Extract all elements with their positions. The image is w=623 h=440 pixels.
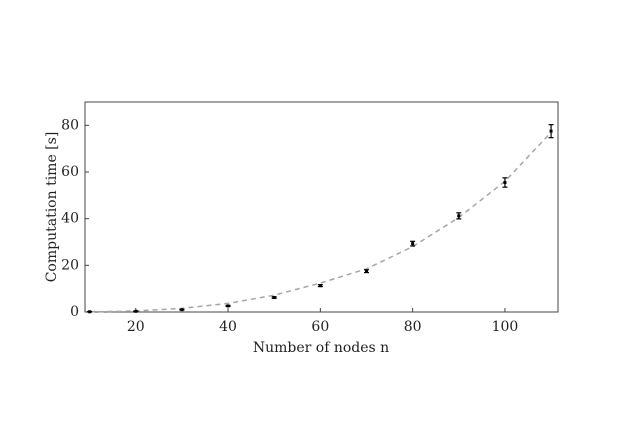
point bbox=[226, 304, 230, 308]
point bbox=[411, 242, 415, 246]
y-tick-label: 80 bbox=[61, 117, 79, 133]
point bbox=[88, 310, 92, 314]
point bbox=[364, 269, 368, 273]
x-tick-label: 60 bbox=[311, 319, 329, 335]
y-tick-label: 20 bbox=[61, 257, 79, 273]
point bbox=[503, 181, 507, 184]
point bbox=[272, 296, 276, 300]
fit-line bbox=[89, 131, 552, 313]
y-tick-label: 60 bbox=[61, 164, 79, 180]
x-tick-label: 80 bbox=[404, 319, 422, 335]
x-axis-label: Number of nodes n bbox=[253, 340, 389, 356]
x-tick-label: 100 bbox=[492, 319, 519, 335]
y-tick-label: 0 bbox=[70, 304, 79, 320]
point bbox=[318, 284, 322, 288]
plot-frame bbox=[84, 101, 559, 313]
y-axis-label: Computation time [s] bbox=[44, 132, 60, 283]
point bbox=[457, 214, 461, 218]
point bbox=[549, 129, 553, 133]
x-tick-label: 40 bbox=[219, 319, 237, 335]
point bbox=[180, 308, 184, 312]
point bbox=[134, 309, 138, 313]
x-tick-label: 20 bbox=[127, 319, 145, 335]
y-tick-label: 40 bbox=[61, 211, 79, 227]
